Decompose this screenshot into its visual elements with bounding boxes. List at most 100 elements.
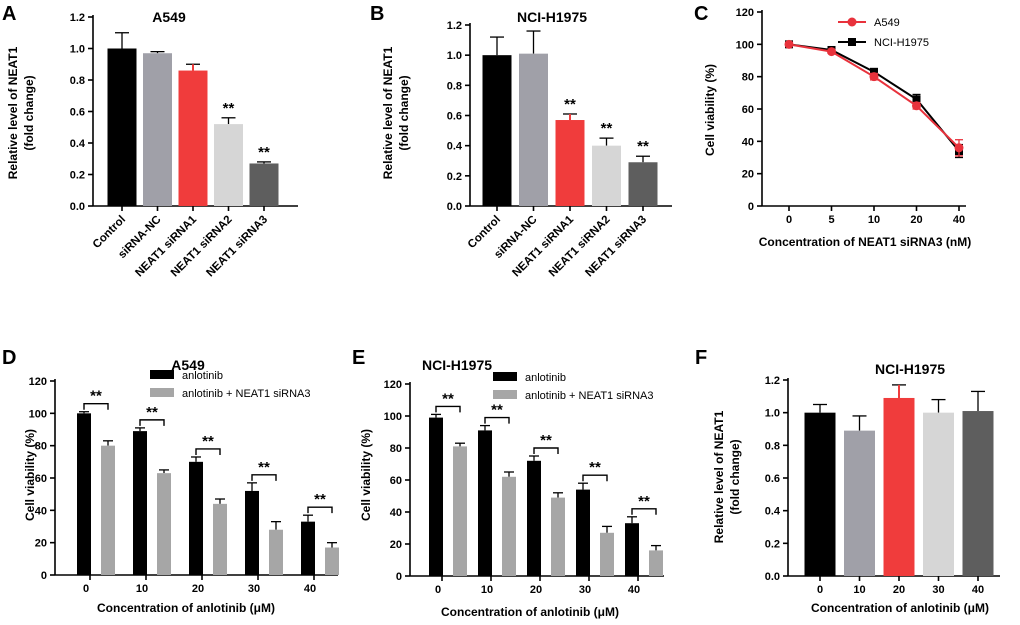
bar	[453, 446, 467, 576]
y-tick-label: 60	[390, 475, 402, 487]
y-tick-label: 40	[35, 505, 47, 517]
y-tick-label: 100	[384, 411, 402, 423]
panel-letter: C	[694, 3, 708, 25]
chart-title: NCI-H1975	[517, 9, 587, 25]
y-tick-label: 0.0	[765, 571, 780, 583]
y-tick-label: 0	[396, 571, 402, 583]
x-tick-label: 30	[248, 583, 260, 595]
significance-label: **	[540, 432, 552, 449]
y-tick-label: 0.4	[765, 506, 781, 518]
y-tick-label: 20	[742, 169, 754, 181]
y-tick-label: 0.2	[765, 538, 780, 550]
y-axis-label: Cell viability (%)	[359, 429, 373, 521]
y-axis-label-line: (fold change)	[728, 439, 742, 514]
significance-label: **	[146, 404, 158, 421]
panel-letter: F	[695, 347, 707, 369]
y-tick-label: 0.0	[70, 201, 85, 213]
y-tick-label: 20	[35, 538, 47, 550]
bar	[213, 503, 227, 575]
bar	[527, 460, 541, 576]
bar	[101, 445, 115, 575]
x-tick-label: 5	[828, 214, 834, 226]
x-tick-label: NEAT1 siRNA3	[204, 214, 270, 280]
bar	[600, 532, 614, 576]
y-tick-label: 100	[736, 39, 754, 51]
y-tick-label: 0.8	[765, 440, 780, 452]
legend-swatch	[493, 372, 517, 381]
legend-swatch	[150, 370, 174, 379]
y-tick-label: 0.6	[447, 111, 462, 123]
significance-bracket	[139, 419, 165, 426]
y-tick-label: 0.0	[447, 201, 462, 213]
bar	[883, 397, 915, 576]
chart-title: A549	[152, 9, 186, 25]
error-bar-colored	[569, 113, 571, 121]
significance-bracket	[83, 403, 109, 410]
y-tick-label: 120	[736, 7, 754, 19]
y-tick-label: 0.2	[70, 170, 85, 182]
significance-label: **	[638, 493, 650, 510]
x-axis-label: Concentration of anlotinib (μM)	[441, 605, 619, 619]
panel-b: B NCI-H1975 Relative level of NEAT1 (fol…	[370, 3, 672, 279]
y-axis-label-line: (fold change)	[22, 75, 36, 150]
error-bar-colored	[898, 384, 900, 398]
panel-e: E NCI-H1975 Cell viability (%) Concentra…	[352, 347, 664, 619]
significance-label: **	[314, 491, 326, 508]
legend-swatch	[493, 390, 517, 399]
significance-label: **	[90, 388, 102, 405]
data-point	[954, 143, 964, 153]
data-point	[869, 72, 879, 82]
x-tick-label: 20	[893, 584, 905, 596]
y-tick-label: 0	[748, 201, 754, 213]
y-tick-label: 1.2	[447, 20, 462, 32]
y-tick-label: 0.8	[447, 80, 462, 92]
y-tick-label: 100	[29, 408, 47, 420]
y-tick-label: 0.2	[447, 171, 462, 183]
plot-area: 0.00.20.40.60.81.01.2ControlsiRNA-NCNEAT…	[70, 12, 298, 279]
bar	[519, 53, 548, 207]
legend-label: anlotinib + NEAT1 siRNA3	[182, 388, 311, 400]
y-tick-label: 80	[742, 72, 754, 84]
significance-label: **	[202, 433, 214, 450]
y-axis-label: Cell viability (%)	[703, 64, 717, 156]
significance-label: **	[601, 120, 613, 137]
plot-area: 0.00.20.40.60.81.01.2ControlsiRNA-NCNEAT…	[447, 20, 672, 279]
legend-label: NCI-H1975	[874, 37, 929, 49]
x-tick-label: NEAT1 siRNA2	[169, 214, 235, 280]
y-tick-label: 0.4	[70, 138, 86, 150]
significance-bracket	[307, 506, 333, 514]
bar	[189, 461, 203, 575]
y-axis-label-line: Relative level of NEAT1	[6, 46, 20, 179]
y-tick-label: 0.6	[70, 107, 85, 119]
x-tick-label: 40	[304, 583, 316, 595]
bar	[478, 430, 492, 576]
bar	[625, 523, 639, 576]
y-tick-label: 0.8	[70, 75, 85, 87]
x-tick-label: 0	[83, 583, 89, 595]
legend-label: anlotinib	[182, 370, 223, 382]
bar	[649, 550, 663, 576]
chart-title: A549	[171, 357, 205, 373]
significance-label: **	[258, 459, 270, 476]
y-axis-label: Relative level of NEAT1 (fold change)	[6, 46, 36, 179]
y-tick-label: 60	[742, 104, 754, 116]
legend-label: anlotinib + NEAT1 siRNA3	[525, 390, 654, 402]
significance-bracket	[631, 508, 657, 515]
panel-d: D A549 Cell viability (%) Concentration …	[2, 347, 339, 615]
x-axis-label: Concentration of anlotinib (μM)	[97, 601, 275, 615]
x-tick-label: 20	[910, 214, 922, 226]
y-tick-label: 1.0	[70, 44, 85, 56]
significance-bracket	[251, 474, 277, 481]
x-tick-label: 30	[932, 584, 944, 596]
bar	[178, 70, 208, 206]
panel-c: C Cell viability (%) Concentration of NE…	[694, 3, 971, 249]
plot-area: 0 20 40 60 80 100 120 ** 0 ** 10 ** 20 ** 30 ** 40 anloti…	[384, 372, 664, 596]
plot-area: 0 20 40 60 80 100 120 ** 0 ** 10 ** 20 ** 30 ** 40 anloti…	[29, 370, 339, 595]
x-tick-label: 20	[530, 584, 542, 596]
panel-letter: B	[370, 3, 384, 25]
significance-label: **	[258, 144, 270, 161]
x-tick-label: 10	[481, 584, 493, 596]
significance-bracket	[195, 448, 221, 455]
bar	[245, 490, 259, 575]
